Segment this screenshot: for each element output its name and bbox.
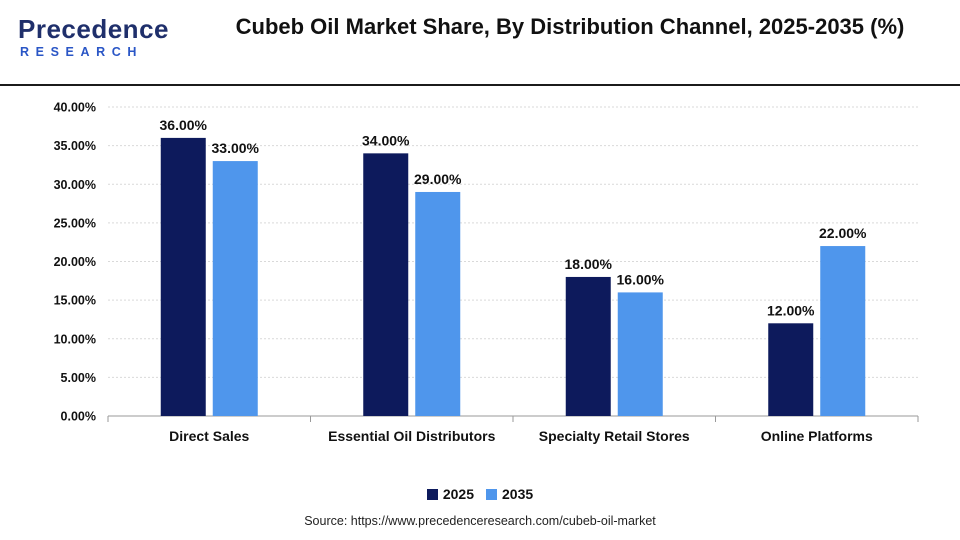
bar-2035 <box>820 246 866 416</box>
bar-2025 <box>160 137 206 416</box>
legend-item-2025: 2025 <box>426 486 474 502</box>
x-category-label: Online Platforms <box>761 428 873 444</box>
header: Precedence RESEARCH Cubeb Oil Market Sha… <box>0 0 960 86</box>
x-category-label: Essential Oil Distributors <box>328 428 495 444</box>
logo-text: Precedence <box>18 14 169 44</box>
brand-logo: Precedence RESEARCH <box>18 14 168 66</box>
y-tick-label: 0.00% <box>61 410 96 424</box>
y-tick-label: 20.00% <box>54 255 96 269</box>
y-tick-label: 10.00% <box>54 332 96 346</box>
x-category-label: Direct Sales <box>169 428 249 444</box>
bar-2025 <box>565 276 611 416</box>
legend-item-2035: 2035 <box>486 486 533 502</box>
data-label-2035: 33.00% <box>212 140 260 156</box>
legend-swatch-2035 <box>486 488 497 500</box>
legend-label-2035: 2035 <box>502 486 534 502</box>
y-tick-label: 35.00% <box>54 139 96 153</box>
y-tick-label: 25.00% <box>54 216 96 230</box>
bar-2025 <box>768 323 814 416</box>
data-label-2035: 29.00% <box>414 171 462 187</box>
legend-swatch-2025 <box>426 488 438 500</box>
y-tick-label: 40.00% <box>54 101 96 115</box>
x-category-label: Specialty Retail Stores <box>539 428 690 444</box>
chart-title: Cubeb Oil Market Share, By Distribution … <box>235 14 905 39</box>
logo-subtext: RESEARCH <box>20 45 143 59</box>
data-label-2025: 36.00% <box>160 117 208 133</box>
y-tick-label: 5.00% <box>61 371 96 385</box>
bar-2035 <box>212 161 258 416</box>
legend-label-2025: 2025 <box>442 486 474 502</box>
bar-2025 <box>363 153 409 416</box>
chart-legend: 2025 2035 <box>0 486 960 502</box>
data-label-2025: 34.00% <box>362 132 410 148</box>
y-tick-label: 30.00% <box>54 178 96 192</box>
bar-2035 <box>415 191 461 416</box>
data-label-2025: 12.00% <box>767 302 815 318</box>
source-note: Source: https://www.precedenceresearch.c… <box>304 514 656 528</box>
y-tick-label: 15.00% <box>54 294 96 308</box>
data-label-2035: 16.00% <box>617 271 665 287</box>
bar-2035 <box>617 292 663 416</box>
data-label-2035: 22.00% <box>819 225 867 241</box>
bar-chart: 0.00% 5.00% 10.00% 15.00% 20.00% 25.00% 30.00%… <box>54 101 919 444</box>
data-label-2025: 18.00% <box>565 256 613 272</box>
